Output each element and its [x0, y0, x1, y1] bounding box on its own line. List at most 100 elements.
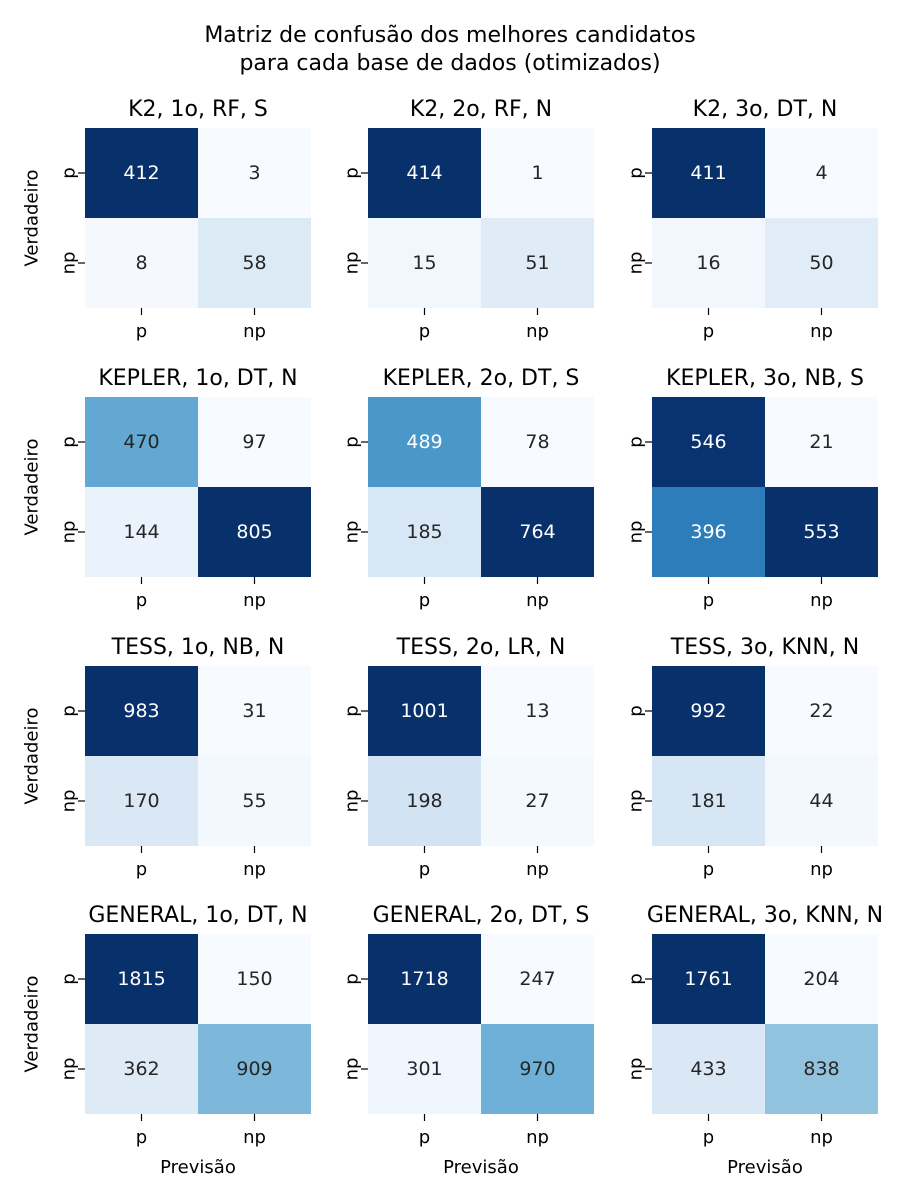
cell-value-label: 16: [696, 252, 720, 274]
confusion-matrix-panel: KEPLER, 2o, DT, S 489 78 185 764 p np p np: [342, 366, 594, 611]
x-tick-label: np: [243, 590, 266, 611]
x-tick-label: np: [810, 321, 833, 342]
y-axis-label: Verdadeiro: [22, 975, 43, 1072]
cell-value-label: 970: [519, 1058, 555, 1080]
heatmap-cell: [652, 1024, 765, 1114]
panel-title: GENERAL, 2o, DT, S: [373, 903, 590, 928]
heatmap-cell: [198, 756, 311, 846]
figure-title-line-1: Matriz de confusão dos melhores candidat…: [204, 23, 695, 48]
cell-value-label: 546: [690, 431, 726, 453]
y-tick-label: p: [626, 973, 647, 984]
heatmap-cell: [652, 756, 765, 846]
y-tick-label: np: [626, 1058, 647, 1081]
y-tick-label: p: [59, 705, 80, 716]
y-tick-label: np: [342, 1058, 363, 1081]
heatmap-cell: [368, 756, 481, 846]
y-tick-label: p: [626, 436, 647, 447]
panel-title: K2, 1o, RF, S: [128, 97, 268, 122]
heatmap-cell: [85, 756, 198, 846]
y-axis-label: Verdadeiro: [22, 169, 43, 266]
confusion-matrix-panel: TESS, 3o, KNN, N 992 22 181 44 p np p np: [626, 635, 878, 880]
confusion-matrix-panel: KEPLER, 3o, NB, S 546 21 396 553 p np p np: [626, 366, 878, 611]
cell-value-label: 144: [123, 521, 159, 543]
heatmap-cell: [481, 934, 594, 1024]
cell-value-label: 78: [525, 431, 549, 453]
heatmap-cell: [652, 934, 765, 1024]
heatmap-cell: [85, 128, 198, 218]
cell-value-label: 412: [123, 162, 159, 184]
confusion-matrix-panel: TESS, 2o, LR, N 1001 13 198 27 p np p np: [342, 635, 594, 880]
heatmap-cell: [481, 487, 594, 577]
y-tick-label: np: [626, 252, 647, 275]
cell-value-label: 22: [809, 700, 833, 722]
heatmap-cell: [85, 934, 198, 1024]
x-tick-label: np: [243, 859, 266, 880]
confusion-matrix-panel: TESS, 1o, NB, N 983 31 170 55 p np p np Verdadeir…: [22, 635, 311, 880]
heatmap-cell: [198, 218, 311, 308]
cell-value-label: 185: [406, 521, 442, 543]
y-tick-label: p: [626, 167, 647, 178]
panel-title: TESS, 2o, LR, N: [396, 635, 566, 660]
cell-value-label: 13: [525, 700, 549, 722]
cell-value-label: 411: [690, 162, 726, 184]
x-tick-label: p: [419, 590, 430, 611]
panel-title: TESS, 3o, KNN, N: [670, 635, 859, 660]
cell-value-label: 247: [519, 968, 555, 990]
cell-value-label: 31: [242, 700, 266, 722]
cell-value-label: 470: [123, 431, 159, 453]
cell-value-label: 198: [406, 790, 442, 812]
heatmap-cell: [765, 218, 878, 308]
heatmap-cell: [652, 218, 765, 308]
cell-value-label: 97: [242, 431, 266, 453]
heatmap-cell: [652, 487, 765, 577]
heatmap-cell: [481, 218, 594, 308]
cell-value-label: 992: [690, 700, 726, 722]
heatmap-cell: [85, 218, 198, 308]
y-tick-label: p: [342, 705, 363, 716]
heatmap-cell: [765, 128, 878, 218]
heatmap-cell: [765, 666, 878, 756]
y-tick-label: np: [342, 521, 363, 544]
x-tick-label: p: [419, 859, 430, 880]
heatmap-cell: [198, 934, 311, 1024]
heatmap-cell: [198, 397, 311, 487]
cell-value-label: 15: [412, 252, 436, 274]
confusion-matrix-panel: GENERAL, 1o, DT, N 1815 150 362 909 p np p np Ver…: [22, 903, 311, 1178]
x-tick-label: p: [703, 590, 714, 611]
y-tick-label: np: [342, 790, 363, 813]
y-axis-label: Verdadeiro: [22, 707, 43, 804]
confusion-matrix-panel: GENERAL, 2o, DT, S 1718 247 301 970 p np p np Pre…: [342, 903, 594, 1178]
cell-value-label: 301: [406, 1058, 442, 1080]
cell-value-label: 50: [809, 252, 833, 274]
cell-value-label: 362: [123, 1058, 159, 1080]
y-tick-label: p: [626, 705, 647, 716]
heatmap-cell: [198, 128, 311, 218]
cell-value-label: 433: [690, 1058, 726, 1080]
x-tick-label: p: [136, 859, 147, 880]
panel-title: K2, 3o, DT, N: [693, 97, 838, 122]
y-tick-label: p: [342, 167, 363, 178]
x-tick-label: p: [419, 321, 430, 342]
cell-value-label: 44: [809, 790, 833, 812]
cell-value-label: 4: [815, 162, 827, 184]
x-axis-label: Previsão: [727, 1157, 803, 1178]
cell-value-label: 1718: [400, 968, 448, 990]
y-tick-label: p: [59, 436, 80, 447]
cell-value-label: 1: [531, 162, 543, 184]
cell-value-label: 489: [406, 431, 442, 453]
panel-title: GENERAL, 1o, DT, N: [88, 903, 307, 928]
cell-value-label: 21: [809, 431, 833, 453]
heatmap-cell: [368, 934, 481, 1024]
x-axis-label: Previsão: [443, 1157, 519, 1178]
confusion-matrix-panel: K2, 2o, RF, N 414 1 15 51 p np p np: [342, 97, 594, 342]
x-tick-label: p: [419, 1127, 430, 1148]
y-tick-label: np: [59, 521, 80, 544]
y-tick-label: p: [342, 436, 363, 447]
heatmap-cell: [481, 397, 594, 487]
cell-value-label: 909: [236, 1058, 272, 1080]
panel-title: KEPLER, 1o, DT, N: [98, 366, 297, 391]
x-tick-label: np: [243, 321, 266, 342]
cell-value-label: 204: [803, 968, 839, 990]
y-tick-label: p: [59, 167, 80, 178]
